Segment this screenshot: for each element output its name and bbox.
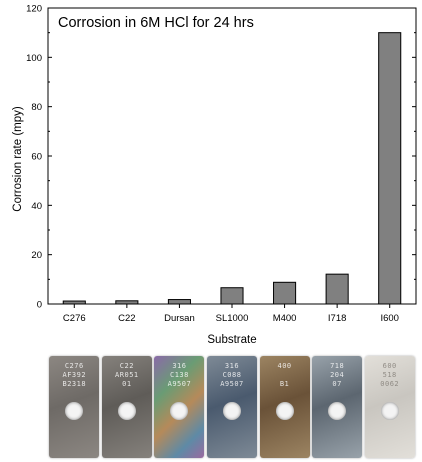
x-tick-label: I718 xyxy=(328,313,347,324)
sample-hole xyxy=(328,402,347,420)
bar-i600 xyxy=(378,32,402,305)
sample-photo-i600: 600 518 0062 xyxy=(364,356,415,458)
x-tick-label: Dursan xyxy=(164,313,195,324)
sample-photo-m400: 400 B1 xyxy=(259,356,310,458)
sample-photo-i718: 718 204 07 xyxy=(312,356,363,458)
x-axis-label: Substrate xyxy=(207,334,256,346)
bar-m400 xyxy=(273,281,297,305)
sample-stamp-text: 718 204 07 xyxy=(330,362,345,388)
bar-chart: Corrosion in 6M HCl for 24 hrs Corrosion… xyxy=(12,4,417,346)
sample-photo-c22: C22 AR051 01 xyxy=(101,356,152,458)
y-tick-label: 20 xyxy=(31,250,42,261)
sample-hole xyxy=(117,402,136,420)
x-tick-label: C276 xyxy=(63,313,86,324)
sample-hole xyxy=(170,402,189,420)
y-tick-label: 120 xyxy=(26,4,42,15)
bar-i718 xyxy=(325,273,349,305)
x-tick-label: M400 xyxy=(273,313,297,324)
sample-hole xyxy=(65,402,84,420)
sample-photos: C276 AF392 B2318 C22 AR051 01 316 C138 A95… xyxy=(0,352,422,462)
y-tick-label: 80 xyxy=(31,102,42,113)
y-tick-label: 100 xyxy=(26,53,42,64)
sample-hole xyxy=(380,402,399,420)
y-tick-label: 40 xyxy=(31,201,42,212)
sample-stamp-text: 600 518 0062 xyxy=(380,362,400,388)
sample-stamp-text: C276 AF392 B2318 xyxy=(62,362,87,388)
sample-photo-dursan: 316 C138 A9507 xyxy=(154,356,205,458)
y-axis-label: Corrosion rate (mpy) xyxy=(12,106,24,212)
y-tick-label: 60 xyxy=(31,152,42,163)
sample-photo-sl1000: 316 C088 A9507 xyxy=(207,356,257,458)
sample-stamp-text: 316 C088 A9507 xyxy=(220,362,244,388)
sample-stamp-text: 316 C138 A9507 xyxy=(167,362,192,388)
sample-photo-c276: C276 AF392 B2318 xyxy=(49,356,100,458)
bar-c276 xyxy=(62,300,86,305)
sample-stamp-text: C22 AR051 01 xyxy=(115,362,139,388)
bar-c22 xyxy=(115,300,139,305)
y-tick-label: 0 xyxy=(37,300,42,311)
x-tick-label: SL1000 xyxy=(216,313,249,324)
chart-title: Corrosion in 6M HCl for 24 hrs xyxy=(58,15,254,31)
sample-hole xyxy=(223,402,241,420)
bar-dursan xyxy=(167,299,191,305)
bar-sl1000 xyxy=(220,287,244,305)
sample-hole xyxy=(275,402,294,420)
sample-stamp-text: 400 B1 xyxy=(277,362,292,388)
plot-frame xyxy=(47,7,417,305)
x-tick-label: C22 xyxy=(118,313,135,324)
x-tick-label: I600 xyxy=(380,313,399,324)
